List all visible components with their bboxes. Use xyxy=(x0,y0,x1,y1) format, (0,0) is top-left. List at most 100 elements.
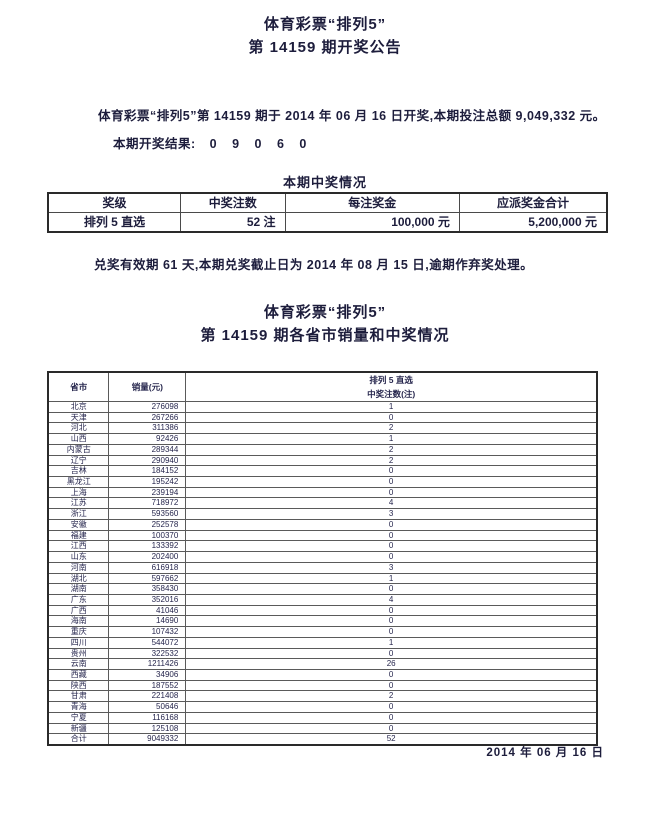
table-cell: 内蒙古 xyxy=(47,443,110,456)
province-sales-table: 省市 销量(元) 排列 5 直选 中奖注数(注) 北京 276098 1 天津 2672… xyxy=(47,371,598,746)
table-cell: 新疆 xyxy=(47,722,110,735)
table-row: 湖南 358430 0 xyxy=(47,583,598,595)
table-cell: 0 xyxy=(185,604,598,617)
table-cell: 0 xyxy=(185,711,598,724)
table-cell: 358430 xyxy=(108,583,187,595)
table-cell: 海南 xyxy=(47,615,110,628)
table-cell: 吉林 xyxy=(47,465,110,478)
table-cell: 黑龙江 xyxy=(47,476,110,488)
table-cell: 3 xyxy=(185,508,598,520)
table-cell: 0 xyxy=(185,626,598,638)
table-cell: 贵州 xyxy=(47,647,110,660)
table-row: 陕西 187552 0 xyxy=(47,679,598,692)
table-cell: 湖北 xyxy=(47,572,110,585)
table-row: 山东 202400 0 xyxy=(47,551,598,563)
table-cell: 1211426 xyxy=(108,658,187,670)
table-cell: 0 xyxy=(185,465,598,478)
table-cell: 上海 xyxy=(47,486,110,499)
table-cell: 2 xyxy=(185,454,598,467)
table-cell: 云南 xyxy=(47,658,110,670)
table-cell: 北京 xyxy=(47,401,110,413)
table-cell: 重庆 xyxy=(47,626,110,638)
table-row: 江西 133392 0 xyxy=(47,540,598,553)
table-cell: 0 xyxy=(185,486,598,499)
table-cell: 5,200,000 元 xyxy=(458,212,608,233)
table-row: 黑龙江 195242 0 xyxy=(47,476,598,488)
table-cell: 616918 xyxy=(108,561,187,574)
table-cell: 311386 xyxy=(108,422,187,435)
table-cell: 187552 xyxy=(108,679,187,692)
table-cell: 125108 xyxy=(108,722,187,735)
table-cell: 1 xyxy=(185,636,598,649)
table-cell: 2 xyxy=(185,422,598,435)
table-cell: 青海 xyxy=(47,701,110,713)
province-col-wins-line1: 排列 5 直选 xyxy=(369,375,413,385)
table-cell: 0 xyxy=(185,583,598,595)
table-row: 天津 267266 0 xyxy=(47,411,598,424)
table-cell: 0 xyxy=(185,540,598,553)
table-cell: 267266 xyxy=(108,411,187,424)
table-cell: 221408 xyxy=(108,690,187,703)
page-title-line1: 体育彩票“排列5” xyxy=(263,16,387,33)
table-cell: 江西 xyxy=(47,540,110,553)
table-cell: 4 xyxy=(185,593,598,606)
province-col-sales: 销量(元) xyxy=(108,371,187,402)
table-row: 辽宁 290940 2 xyxy=(47,454,598,467)
table-cell: 593560 xyxy=(108,508,187,520)
table-cell: 山东 xyxy=(47,551,110,563)
table-cell: 50646 xyxy=(108,701,187,713)
table-row: 河南 616918 3 xyxy=(47,561,598,574)
table-cell: 276098 xyxy=(108,401,187,413)
table-row: 山西 92426 1 xyxy=(47,433,598,445)
table-cell: 2 xyxy=(185,443,598,456)
table-row: 福建 100370 0 xyxy=(47,529,598,542)
table-row: 云南 1211426 26 xyxy=(47,658,598,670)
prize-col-count: 中奖注数 xyxy=(179,192,286,213)
prize-table-header: 奖级 中奖注数 每注奖金 应派奖金合计 xyxy=(47,192,608,213)
table-cell: 河北 xyxy=(47,422,110,435)
table-row: 内蒙古 289344 2 xyxy=(47,443,598,456)
table-row: 北京 276098 1 xyxy=(47,401,598,413)
table-row: 江苏 718972 4 xyxy=(47,497,598,510)
table-cell: 广东 xyxy=(47,593,110,606)
table-cell: 202400 xyxy=(108,551,187,563)
table-row: 西藏 34906 0 xyxy=(47,668,598,681)
table-row: 上海 239194 0 xyxy=(47,486,598,499)
table-cell: 239194 xyxy=(108,486,187,499)
table-cell: 浙江 xyxy=(47,508,110,520)
table-row: 新疆 125108 0 xyxy=(47,722,598,735)
prize-section-title: 本期中奖情况 xyxy=(282,175,367,190)
footer-date: 2014 年 06 月 16 日 xyxy=(486,747,604,759)
table-cell: 福建 xyxy=(47,529,110,542)
table-header-row: 省市 销量(元) 排列 5 直选 中奖注数(注) xyxy=(47,371,598,402)
table-cell: 41046 xyxy=(108,604,187,617)
table-cell: 718972 xyxy=(108,497,187,510)
table-row: 合计 9049332 52 xyxy=(47,733,598,746)
table-row: 广西 41046 0 xyxy=(47,604,598,617)
table-cell: 1 xyxy=(185,433,598,445)
table-cell: 14690 xyxy=(108,615,187,628)
table-row: 浙江 593560 3 xyxy=(47,508,598,520)
page-title-line2: 第 14159 期开奖公告 xyxy=(248,39,402,56)
table-cell: 山西 xyxy=(47,433,110,445)
table-cell: 133392 xyxy=(108,540,187,553)
table-cell: 河南 xyxy=(47,561,110,574)
table-cell: 544072 xyxy=(108,636,187,649)
province-table-body: 北京 276098 1 天津 267266 0 河北 311386 2 山西 92426 1 内蒙古 28… xyxy=(47,401,598,746)
table-cell: 34906 xyxy=(108,668,187,681)
prize-table-body: 排列 5 直选 52 注 100,000 元 5,200,000 元 xyxy=(47,212,608,233)
table-cell: 0 xyxy=(185,668,598,681)
table-header-row: 奖级 中奖注数 每注奖金 应派奖金合计 xyxy=(47,192,608,213)
table-cell: 0 xyxy=(185,518,598,531)
table-cell: 52 注 xyxy=(179,212,286,233)
table-cell: 4 xyxy=(185,497,598,510)
table-cell: 52 xyxy=(185,733,598,746)
table-row: 湖北 597662 1 xyxy=(47,572,598,585)
prize-col-total: 应派奖金合计 xyxy=(458,192,608,213)
table-cell: 湖南 xyxy=(47,583,110,595)
table-cell: 597662 xyxy=(108,572,187,585)
table-cell: 天津 xyxy=(47,411,110,424)
table-cell: 0 xyxy=(185,701,598,713)
table-cell: 116168 xyxy=(108,711,187,724)
